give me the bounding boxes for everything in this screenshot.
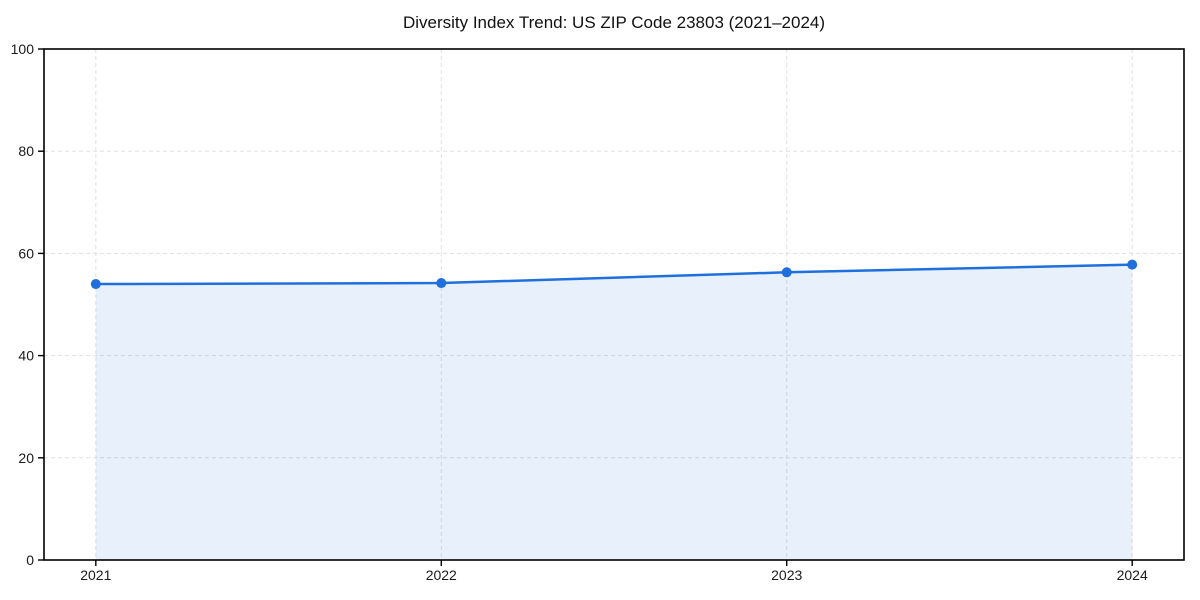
plot-border xyxy=(43,48,1185,561)
x-tick-label: 2022 xyxy=(426,567,457,583)
chart-title: Diversity Index Trend: US ZIP Code 23803… xyxy=(403,13,825,32)
trend-line xyxy=(94,263,1134,286)
x-tick-label: 2024 xyxy=(1117,567,1148,583)
y-tick-label: 60 xyxy=(18,245,34,261)
y-tick-label: 0 xyxy=(26,552,34,568)
data-point-2021 xyxy=(90,279,101,290)
data-point-2024 xyxy=(1127,259,1138,270)
y-tick-label: 40 xyxy=(18,348,34,364)
y-tick-label: 80 xyxy=(18,143,34,159)
x-tick-label: 2023 xyxy=(771,567,802,583)
y-tick-label: 20 xyxy=(18,450,34,466)
data-point-2022 xyxy=(436,278,447,289)
data-point-2023 xyxy=(781,267,792,278)
plot-area: 0 20 40 60 80 100 2021 2022 2023 2024 xyxy=(11,41,1185,583)
x-tick-label: 2021 xyxy=(80,567,111,583)
y-tick-label: 100 xyxy=(11,41,35,57)
area-fill xyxy=(95,264,1133,560)
